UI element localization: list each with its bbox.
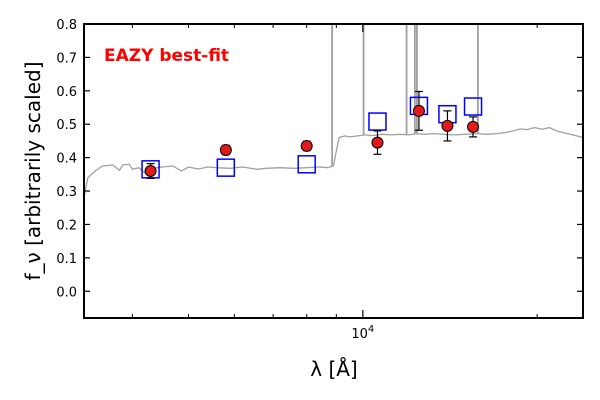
- model-photometry-layer: [141, 96, 483, 179]
- observed-flux-point: [144, 165, 157, 177]
- axes-layer: 0.0 0.1 0.2 0.3 0.4 0.5 0.6 0.7 0.8 104: [56, 18, 584, 342]
- y-tick-label: 0.0: [56, 285, 77, 300]
- y-tick-label: 0.5: [56, 118, 77, 133]
- observed-photometry-layer: [144, 90, 480, 179]
- plot-frame: [83, 23, 584, 319]
- y-tick-label: 0.3: [56, 185, 77, 200]
- model-photometry-square: [297, 155, 316, 174]
- y-tick-label: 0.7: [56, 51, 77, 66]
- model-photometry-square: [463, 97, 483, 116]
- x-tick-label: 104: [351, 324, 374, 342]
- y-axis-label: f_ν [arbitrarily scaled]: [21, 62, 45, 281]
- observed-flux-point: [441, 119, 454, 132]
- observed-flux-point: [371, 136, 384, 149]
- observed-flux-point: [219, 143, 232, 156]
- model-spectrum-line: [84, 126, 583, 198]
- model-photometry-square: [216, 158, 236, 177]
- y-tick-label: 0.4: [56, 152, 77, 167]
- model-photometry-square: [368, 112, 387, 131]
- y-tick-label: 0.1: [56, 252, 77, 267]
- observed-flux-point: [300, 139, 313, 152]
- x-axis-label: λ [Å]: [310, 357, 357, 381]
- y-tick-label: 0.2: [56, 218, 77, 233]
- observed-flux-point: [467, 120, 480, 133]
- observed-flux-point: [412, 104, 425, 117]
- y-tick-label: 0.6: [56, 85, 77, 100]
- annotation-text: EAZY best-fit: [104, 46, 229, 66]
- y-tick-label: 0.8: [56, 18, 77, 33]
